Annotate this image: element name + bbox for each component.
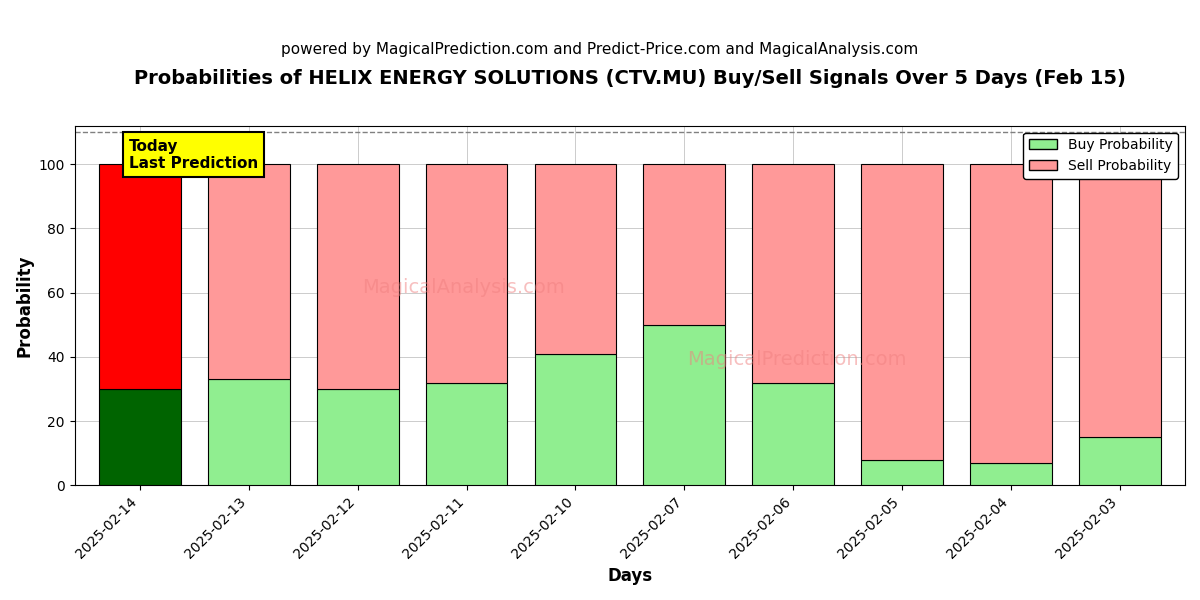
Bar xyxy=(752,383,834,485)
Bar xyxy=(208,379,289,485)
Title: Probabilities of HELIX ENERGY SOLUTIONS (CTV.MU) Buy/Sell Signals Over 5 Days (F: Probabilities of HELIX ENERGY SOLUTIONS … xyxy=(134,69,1126,88)
Bar xyxy=(970,164,1051,463)
Bar xyxy=(643,164,725,325)
Bar xyxy=(643,325,725,485)
Bar xyxy=(862,460,943,485)
Bar xyxy=(100,164,181,389)
Bar xyxy=(208,164,289,379)
Bar xyxy=(426,164,508,383)
Text: MagicalAnalysis.com: MagicalAnalysis.com xyxy=(362,278,565,297)
Text: powered by MagicalPrediction.com and Predict-Price.com and MagicalAnalysis.com: powered by MagicalPrediction.com and Pre… xyxy=(281,42,919,57)
Text: MagicalPrediction.com: MagicalPrediction.com xyxy=(686,350,906,369)
Legend: Buy Probability, Sell Probability: Buy Probability, Sell Probability xyxy=(1024,133,1178,179)
Bar xyxy=(317,164,398,389)
Bar xyxy=(1079,437,1160,485)
Bar xyxy=(862,164,943,460)
Y-axis label: Probability: Probability xyxy=(16,254,34,357)
Bar xyxy=(426,383,508,485)
Text: Today
Last Prediction: Today Last Prediction xyxy=(130,139,258,171)
Bar xyxy=(970,463,1051,485)
Bar xyxy=(534,164,617,353)
Bar xyxy=(752,164,834,383)
Bar xyxy=(317,389,398,485)
Bar xyxy=(1079,164,1160,437)
X-axis label: Days: Days xyxy=(607,567,653,585)
Bar xyxy=(100,389,181,485)
Bar xyxy=(534,353,617,485)
